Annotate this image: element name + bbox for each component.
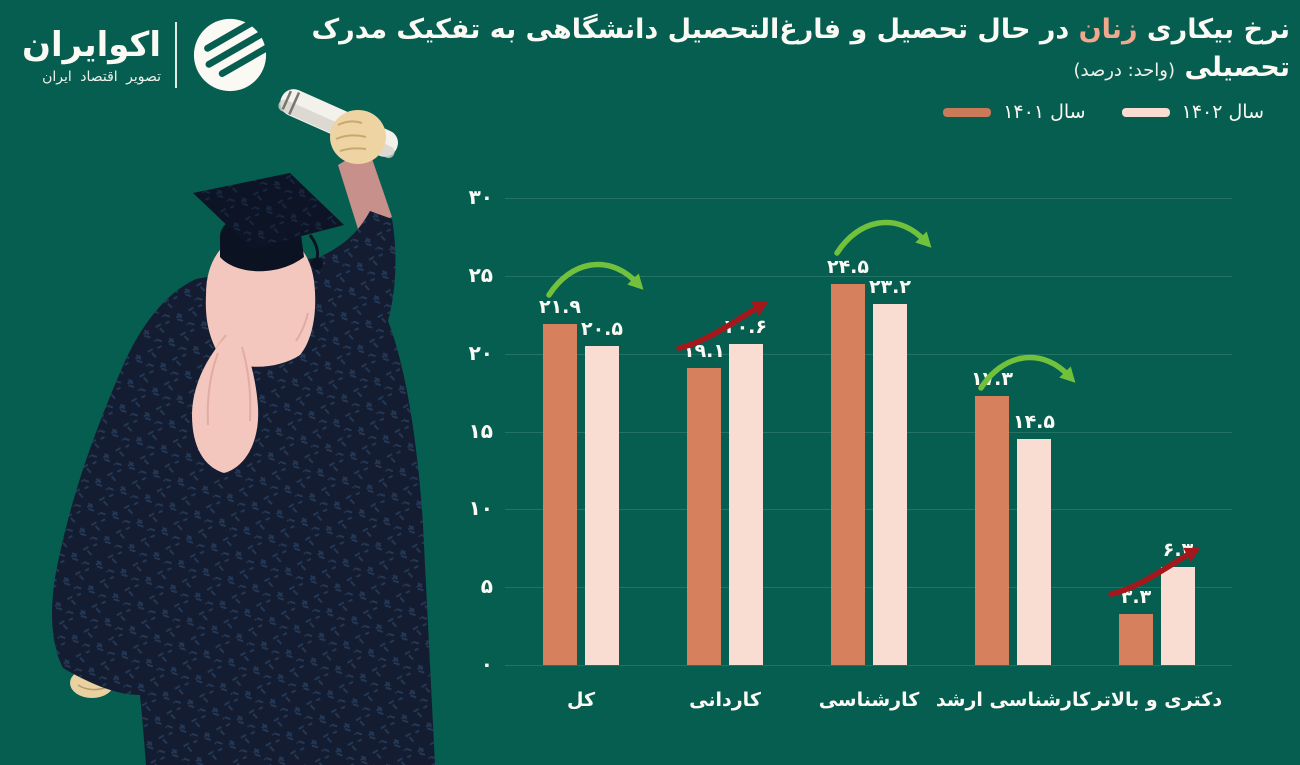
- category-label: دکتری و بالاتر: [1091, 689, 1223, 711]
- bar-value-label: ۲۱.۹: [538, 296, 581, 318]
- logo-name: اکوایران: [22, 25, 161, 65]
- plot-area: ۳۰ ۲۵ ۲۰ ۱۵ ۱۰ ۵ ۰ ۲۱.۹ ۲۰.۵ کل ۱۹.۱ ۲۰.۶ کاردانی ۲۴.…: [469, 185, 1232, 711]
- bar-1401-2: [687, 368, 721, 665]
- gridline: [505, 665, 1232, 666]
- ecoiran-logo: اکوایران تصویر اقتصاد ایران: [22, 16, 269, 94]
- gridline: [505, 432, 1232, 433]
- legend-label-1402: سال ۱۴۰۲: [1181, 101, 1264, 123]
- category-label: کارشناسی ارشد: [935, 689, 1091, 711]
- bar-1402-5: [1161, 567, 1195, 665]
- title-line-2: تحصیلی (واحد: درصد): [310, 52, 1290, 83]
- title-line-1: نرخ بیکاری زنان در حال تحصیل و فارغ‌التح…: [310, 10, 1290, 50]
- y-tick-label: ۵: [480, 574, 493, 598]
- title-highlight: زنان: [1078, 14, 1138, 45]
- logo-tagline: تصویر اقتصاد ایران: [42, 69, 161, 85]
- bar-value-label: ۳.۳: [1120, 586, 1152, 608]
- bar-1402-2: [729, 344, 763, 665]
- y-tick-label: ۰: [480, 652, 493, 676]
- gown-texture: [52, 211, 436, 765]
- title-line2-word: تحصیلی: [1184, 52, 1290, 83]
- bar-value-label: ۲۴.۵: [826, 256, 869, 278]
- legend-item-1401: سال ۱۴۰۱: [943, 101, 1086, 123]
- bar-1401-5: [1119, 614, 1153, 665]
- y-tick-label: ۱۰: [468, 496, 493, 520]
- legend-swatch-1401: [943, 107, 992, 117]
- logo-divider: [175, 22, 177, 88]
- ecoiran-logo-icon: [193, 16, 269, 92]
- legend: سال ۱۴۰۲ سال ۱۴۰۱: [943, 101, 1264, 123]
- trend-arrow-down: [546, 261, 644, 298]
- trend-arrow-down: [834, 219, 932, 256]
- y-tick-label: ۳۰: [468, 185, 493, 209]
- logo-text: اکوایران تصویر اقتصاد ایران: [22, 25, 161, 85]
- bar-group-3: ۲۴.۵ ۲۳.۲ کارشناسی: [819, 198, 932, 711]
- bar-group-2: ۱۹.۱ ۲۰.۶ کاردانی: [676, 198, 769, 711]
- bar-1401-1: [543, 324, 577, 665]
- hijab-drape: [192, 337, 259, 473]
- bar-group-4: ۱۷.۳ ۱۴.۵ کارشناسی ارشد: [936, 198, 1090, 711]
- bar-1401-3: [831, 284, 865, 665]
- raised-arm: [338, 147, 392, 229]
- y-tick-label: ۲۰: [468, 341, 493, 365]
- graduate-illustration: [52, 89, 436, 765]
- gridline: [505, 276, 1232, 277]
- trend-arrow-up: [1108, 547, 1201, 597]
- gridline: [505, 587, 1232, 588]
- bar-1402-4: [1017, 439, 1051, 665]
- gridline: [505, 509, 1232, 510]
- bar-1402-3: [873, 304, 907, 665]
- y-tick-label: ۲۵: [468, 263, 493, 287]
- gridline: [505, 198, 1232, 199]
- legend-swatch-1402: [1121, 107, 1170, 117]
- title-unit: (واحد: درصد): [1073, 60, 1176, 81]
- bar-group-5: ۳.۳ ۶.۳ دکتری و بالاتر: [1092, 198, 1222, 711]
- title-pre: نرخ بیکاری: [1146, 14, 1290, 45]
- gridline: [505, 354, 1232, 355]
- bar-1401-4: [975, 396, 1009, 665]
- category-label: کاردانی: [689, 689, 761, 711]
- bar-value-label: ۱۴.۵: [1012, 411, 1055, 433]
- title-post: در حال تحصیل و فارغ‌التحصیل دانشگاهی به …: [311, 14, 1070, 45]
- bar-1402-1: [585, 346, 619, 665]
- y-tick-label: ۱۵: [468, 419, 493, 443]
- tassel: [308, 234, 320, 260]
- category-label: کارشناسی: [818, 689, 920, 711]
- chart-title: نرخ بیکاری زنان در حال تحصیل و فارغ‌التح…: [310, 10, 1290, 83]
- bar-group-1: ۲۱.۹ ۲۰.۵ کل: [539, 198, 644, 711]
- bar-value-label: ۲۰.۵: [580, 318, 623, 340]
- trend-arrow-up: [676, 301, 769, 351]
- legend-label-1401: سال ۱۴۰۱: [1003, 101, 1086, 123]
- trend-arrow-down: [978, 354, 1076, 391]
- legend-item-1402: سال ۱۴۰۲: [1121, 101, 1264, 123]
- bar-value-label: ۲۳.۲: [868, 276, 911, 298]
- category-label: کل: [566, 689, 595, 711]
